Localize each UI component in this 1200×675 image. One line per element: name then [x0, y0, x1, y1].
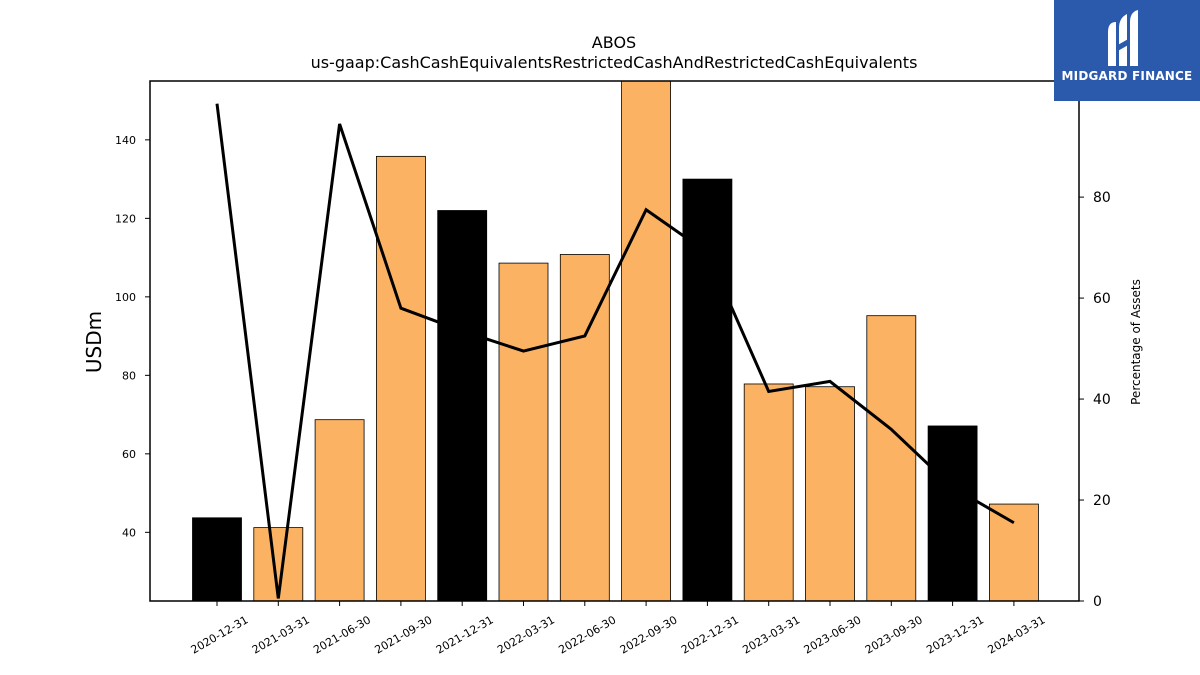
left-axis-ticks: 40 60 80 100 120 140 — [115, 134, 150, 539]
x-tick-label: 2020-12-31 — [189, 613, 251, 656]
y2-tick-label: 40 — [1093, 392, 1111, 408]
y2-tick-label: 60 — [1093, 291, 1111, 307]
brand-logo: MIDGARD FINANCE — [1054, 0, 1200, 101]
bar-2021-06-30 — [314, 419, 365, 602]
x-tick-label: 2023-09-30 — [863, 613, 925, 656]
bar-2020-12-31 — [192, 517, 242, 602]
bar-2024-03-31 — [989, 503, 1039, 602]
bar-2023-03-31 — [743, 383, 794, 602]
percentage-line — [215, 103, 1015, 599]
bar-2021-12-31 — [437, 210, 488, 602]
y-axis-label: USDm — [82, 311, 106, 373]
bar-series — [192, 80, 1039, 602]
bar-2023-12-31 — [927, 425, 978, 602]
bar-2023-06-30 — [805, 386, 855, 602]
y-tick-label: 100 — [115, 291, 136, 304]
x-tick-label: 2024-03-31 — [986, 613, 1048, 656]
plot-frame — [149, 80, 1080, 602]
x-tick-label: 2023-03-31 — [740, 613, 802, 656]
x-tick-label: 2022-12-31 — [679, 613, 741, 656]
y-tick-label: 60 — [122, 448, 136, 461]
bar-2022-09-30 — [621, 80, 671, 602]
y-tick-label: 120 — [115, 212, 136, 225]
chart-title: ABOS — [592, 33, 636, 52]
chart-subtitle: us-gaap:CashCashEquivalentsRestrictedCas… — [311, 53, 918, 72]
bar-2023-09-30 — [866, 315, 917, 602]
x-tick-label: 2021-03-31 — [250, 613, 312, 656]
bar-2021-09-30 — [375, 155, 426, 602]
x-tick-label: 2022-03-31 — [495, 613, 557, 656]
y-tick-label: 140 — [115, 134, 136, 147]
right-axis-ticks: 020406080100 — [1079, 89, 1120, 610]
y2-tick-label: 20 — [1093, 493, 1111, 509]
x-tick-label: 2022-09-30 — [618, 613, 680, 656]
x-tick-label: 2022-06-30 — [556, 613, 618, 656]
x-tick-label: 2023-12-31 — [924, 613, 986, 656]
y2-tick-label: 80 — [1093, 190, 1111, 206]
y-tick-label: 40 — [122, 526, 136, 539]
x-tick-label: 2021-06-30 — [311, 613, 373, 656]
x-tick-label: 2023-06-30 — [802, 613, 864, 656]
midgard-logo-icon — [1108, 10, 1138, 66]
bar-2022-03-31 — [498, 262, 549, 602]
y-tick-label: 80 — [122, 369, 136, 382]
x-axis-ticks: 2020-12-31 2021-03-31 2021-06-30 2021-09-30… — [189, 601, 1048, 657]
logo-text: MIDGARD FINANCE — [1061, 69, 1193, 83]
y2-tick-label: 0 — [1093, 594, 1102, 610]
percentage-line-series — [215, 103, 1015, 599]
bar-2022-06-30 — [559, 254, 610, 602]
y2-axis-label: Percentage of Assets — [1129, 279, 1143, 405]
bar-2022-12-31 — [682, 178, 733, 602]
x-tick-label: 2021-09-30 — [373, 613, 435, 656]
x-tick-label: 2021-12-31 — [434, 613, 496, 656]
